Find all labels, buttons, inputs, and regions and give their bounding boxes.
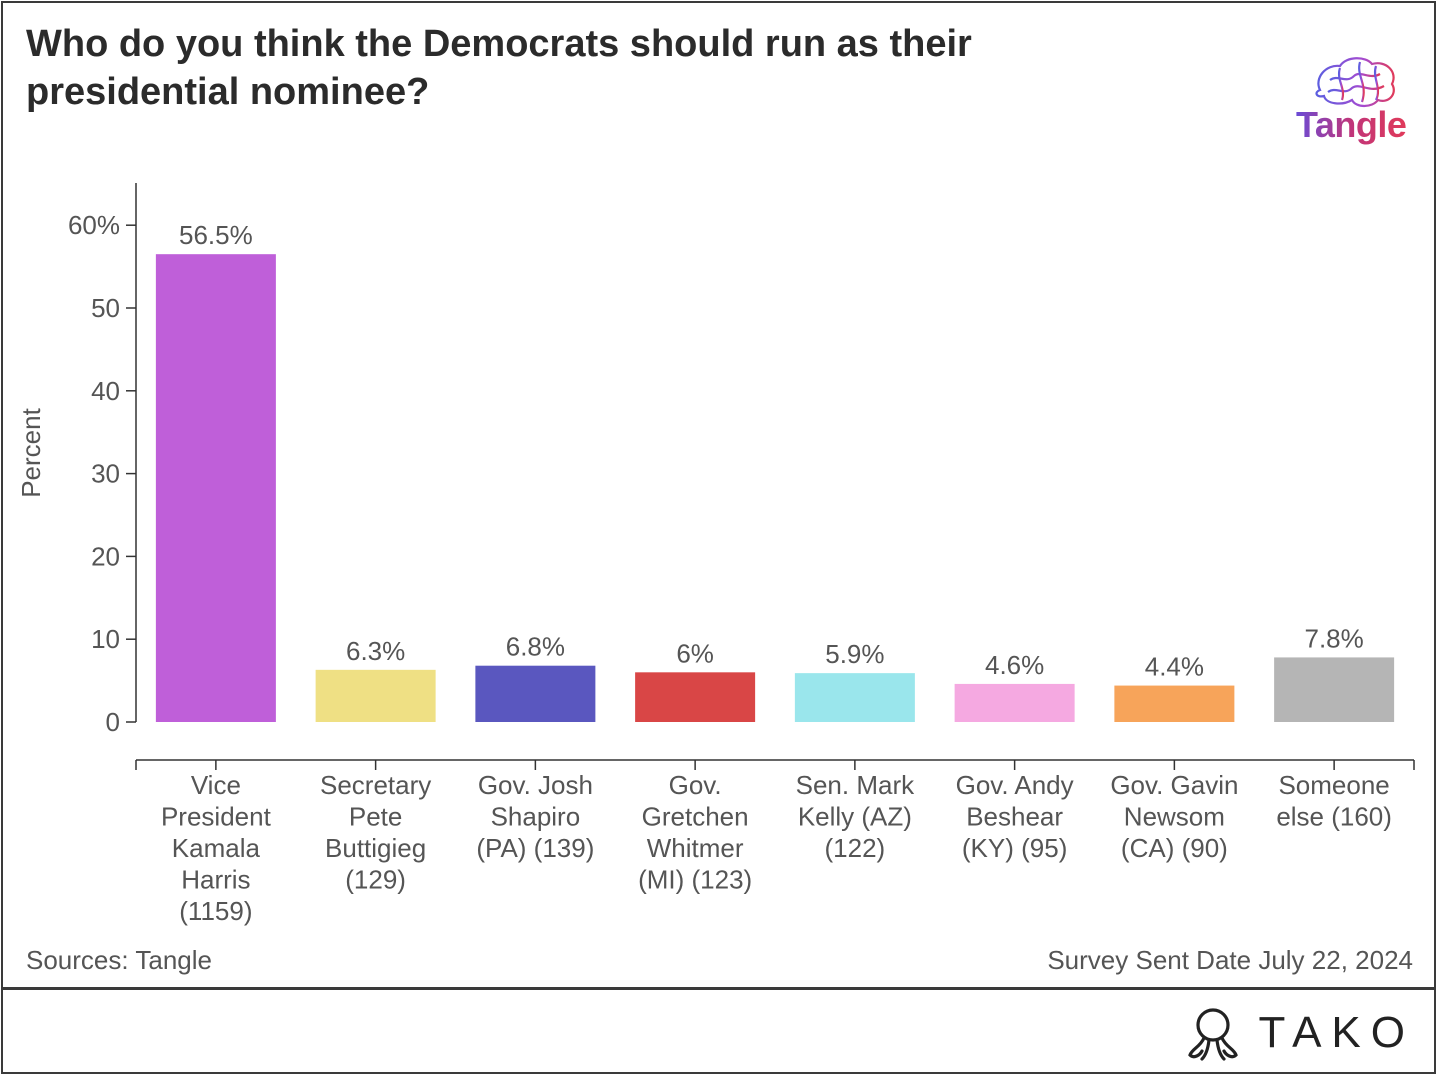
x-tick-label: Gov. Gavin Newsom (CA) (90) [1110, 770, 1238, 863]
x-tick-label: Gov. Gretchen Whitmer (MI) (123) [638, 770, 752, 895]
y-tick-label: 10 [91, 624, 120, 654]
bar-value-label: 6% [676, 638, 714, 668]
x-tick-label: Secretary Pete Buttigieg (129) [320, 770, 431, 895]
bar-value-label: 6.3% [346, 636, 405, 666]
bar [155, 254, 276, 722]
logo-wordmark: Tangle [1296, 104, 1407, 146]
y-tick-label: 0 [106, 707, 120, 737]
y-tick-label: 50 [91, 293, 120, 323]
bar [1114, 685, 1235, 722]
brand-name: TAKO [1258, 1008, 1415, 1057]
y-tick-label: 60% [68, 210, 120, 240]
bar [635, 672, 756, 722]
tako-octopus-icon [1188, 1008, 1239, 1061]
bar [315, 669, 436, 722]
bar-value-label: 4.6% [985, 650, 1044, 680]
x-tick-label: Someone else (160) [1276, 770, 1392, 832]
tako-brand: TAKO [1186, 1005, 1415, 1061]
y-tick-label: 20 [91, 541, 120, 571]
y-axis-label: Percent [16, 407, 46, 497]
x-tick-label: Vice President Kamala Harris (1159) [161, 770, 272, 926]
x-tick-label: Gov. Josh Shapiro (PA) (139) [476, 770, 594, 863]
survey-date-note: Survey Sent Date July 22, 2024 [1047, 945, 1413, 975]
bar-value-label: 7.8% [1304, 623, 1363, 653]
bar [1274, 657, 1395, 722]
bar-value-label: 56.5% [179, 220, 253, 250]
bar-value-label: 6.8% [506, 632, 565, 662]
bar [954, 683, 1075, 722]
source-note: Sources: Tangle [26, 945, 212, 975]
y-tick-label: 40 [91, 376, 120, 406]
y-tick-label: 30 [91, 459, 120, 489]
bar-value-label: 4.4% [1145, 652, 1204, 682]
bar [794, 673, 915, 722]
bar-value-label: 5.9% [825, 639, 884, 669]
x-tick-label: Sen. Mark Kelly (AZ) (122) [796, 770, 915, 863]
bar [475, 665, 596, 722]
x-tick-label: Gov. Andy Beshear (KY) (95) [956, 770, 1074, 863]
bar-chart: 0 10 20 30 40 50 60% Percent 56.5% Vice President K… [16, 183, 1415, 926]
logo-name: Tangle [1296, 104, 1407, 145]
chart-title: Who do you think the Democrats should ru… [26, 23, 972, 113]
footer-divider [1, 987, 1436, 990]
brain-icon [1315, 57, 1395, 108]
